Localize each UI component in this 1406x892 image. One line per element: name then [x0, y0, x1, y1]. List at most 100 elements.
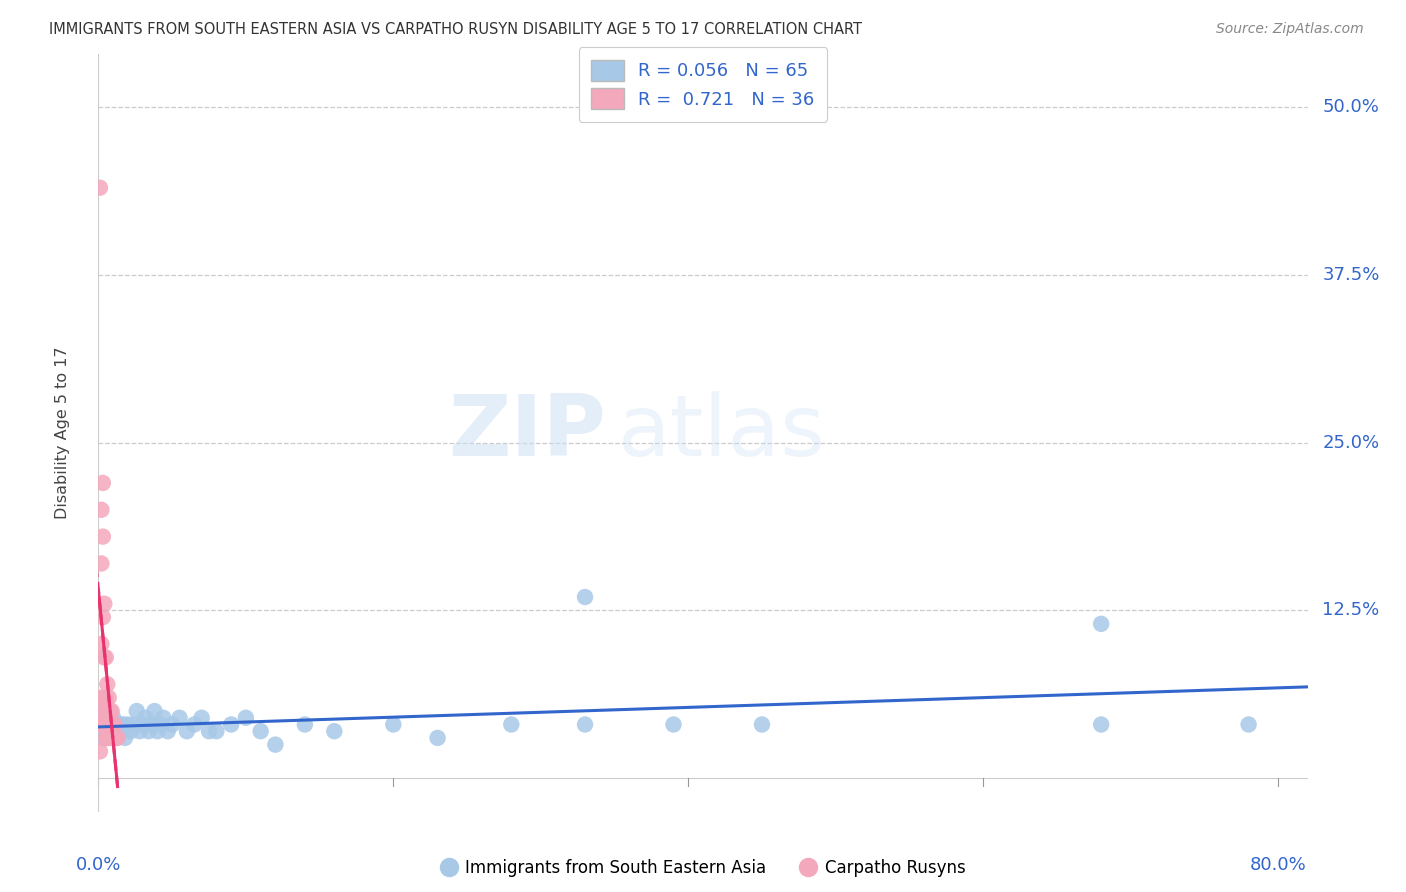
Point — [125, 704, 148, 718]
Point — [94, 731, 117, 745]
Point — [90, 711, 112, 725]
Point — [146, 724, 169, 739]
Point — [100, 717, 122, 731]
Point — [97, 731, 120, 745]
Point — [93, 650, 115, 665]
Point — [105, 724, 128, 739]
Point — [169, 711, 191, 725]
Point — [96, 724, 118, 739]
Point — [100, 717, 122, 731]
Text: Disability Age 5 to 17: Disability Age 5 to 17 — [55, 346, 70, 519]
Point — [117, 717, 139, 731]
Point — [751, 717, 773, 731]
Point — [112, 717, 135, 731]
Text: IMMIGRANTS FROM SOUTH EASTERN ASIA VS CARPATHO RUSYN DISABILITY AGE 5 TO 17 CORR: IMMIGRANTS FROM SOUTH EASTERN ASIA VS CA… — [49, 22, 862, 37]
Point — [93, 724, 115, 739]
Point — [135, 711, 157, 725]
Point — [97, 690, 120, 705]
Point — [91, 475, 114, 490]
Point — [91, 530, 114, 544]
Point — [94, 704, 117, 718]
Point — [89, 717, 111, 731]
Point — [93, 711, 115, 725]
Point — [101, 717, 124, 731]
Point — [198, 724, 221, 739]
Point — [120, 724, 142, 739]
Text: 80.0%: 80.0% — [1250, 856, 1306, 874]
Point — [294, 717, 316, 731]
Point — [97, 717, 120, 731]
Point — [662, 717, 685, 731]
Point — [156, 724, 179, 739]
Point — [98, 704, 121, 718]
Point — [152, 711, 174, 725]
Point — [264, 738, 287, 752]
Point — [91, 704, 114, 718]
Point — [128, 724, 150, 739]
Point — [90, 557, 112, 571]
Text: 37.5%: 37.5% — [1322, 266, 1379, 284]
Point — [574, 590, 596, 604]
Point — [94, 704, 117, 718]
Point — [97, 731, 120, 745]
Point — [104, 717, 127, 731]
Point — [98, 724, 121, 739]
Text: 50.0%: 50.0% — [1322, 98, 1379, 116]
Point — [122, 717, 145, 731]
Text: 0.0%: 0.0% — [76, 856, 121, 874]
Point — [91, 717, 114, 731]
Point — [96, 711, 118, 725]
Point — [323, 724, 346, 739]
Point — [235, 711, 257, 725]
Point — [94, 731, 117, 745]
Point — [101, 724, 124, 739]
Point — [91, 610, 114, 624]
Point — [89, 690, 111, 705]
Point — [249, 724, 271, 739]
Point — [90, 717, 112, 731]
Point — [90, 503, 112, 517]
Point — [110, 717, 132, 731]
Point — [98, 717, 121, 731]
Point — [100, 704, 122, 718]
Point — [1090, 717, 1112, 731]
Point — [143, 704, 166, 718]
Point — [101, 711, 124, 725]
Point — [183, 717, 205, 731]
Point — [97, 717, 120, 731]
Point — [131, 717, 153, 731]
Text: ZIP: ZIP — [449, 391, 606, 475]
Point — [91, 731, 114, 745]
Point — [89, 717, 111, 731]
Point — [149, 717, 172, 731]
Point — [93, 717, 115, 731]
Text: atlas: atlas — [619, 391, 827, 475]
Text: 12.5%: 12.5% — [1322, 601, 1379, 619]
Point — [98, 711, 121, 725]
Point — [89, 744, 111, 758]
Point — [114, 731, 136, 745]
Point — [1237, 717, 1260, 731]
Point — [96, 731, 118, 745]
Text: 25.0%: 25.0% — [1322, 434, 1379, 451]
Point — [501, 717, 523, 731]
Legend: Immigrants from South Eastern Asia, Carpatho Rusyns: Immigrants from South Eastern Asia, Carp… — [433, 853, 973, 884]
Point — [101, 731, 124, 745]
Point — [89, 180, 111, 194]
Point — [111, 724, 134, 739]
Point — [94, 650, 117, 665]
Point — [160, 717, 183, 731]
Point — [426, 731, 449, 745]
Point — [91, 704, 114, 718]
Point — [190, 711, 212, 725]
Point — [94, 717, 117, 731]
Point — [93, 690, 115, 705]
Point — [176, 724, 198, 739]
Point — [104, 717, 127, 731]
Point — [93, 717, 115, 731]
Point — [94, 690, 117, 705]
Point — [90, 637, 112, 651]
Point — [96, 677, 118, 691]
Point — [219, 717, 242, 731]
Point — [1090, 616, 1112, 631]
